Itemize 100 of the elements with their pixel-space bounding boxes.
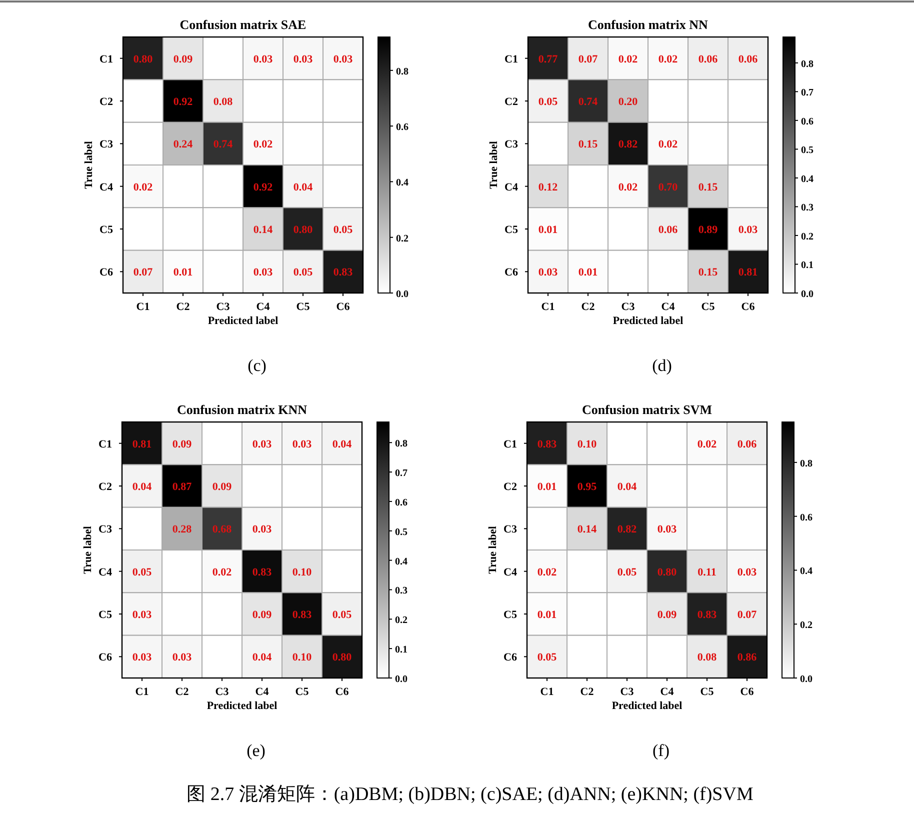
data-label: 0.05	[333, 224, 354, 236]
color-bar-label: 0.4	[801, 174, 814, 185]
data-label: 0.01	[578, 266, 598, 279]
data-label: 0.06	[737, 438, 758, 450]
data-label: 0.07	[133, 266, 154, 279]
data-label: 0.03	[132, 609, 152, 621]
color-bar-label: 0.6	[800, 512, 812, 524]
data-label: 0.92	[253, 181, 274, 194]
data-label: 0.10	[292, 566, 312, 578]
data-label: 0.80	[293, 224, 314, 236]
data-label: 0.70	[658, 181, 678, 194]
data-label: 0.09	[212, 481, 232, 493]
x-tick-label: C6	[741, 301, 756, 313]
data-label: 0.04	[293, 181, 314, 194]
data-label: 0.20	[618, 96, 638, 108]
x-axis-title: Predicted label	[208, 315, 278, 327]
y-tick-label: C6	[504, 652, 518, 664]
x-tick-label: C3	[620, 686, 634, 698]
data-label: 0.05	[538, 96, 558, 108]
x-axis-title: Predicted label	[206, 700, 278, 712]
data-label: 0.09	[252, 609, 272, 621]
data-label: 0.02	[212, 566, 232, 578]
y-tick-label: C2	[100, 96, 114, 108]
color-bar-label: 0.1	[801, 260, 814, 272]
data-label: 0.82	[617, 524, 638, 536]
data-label: 0.92	[173, 96, 194, 108]
x-tick-label: C5	[296, 301, 310, 313]
data-label: 0.05	[617, 566, 638, 578]
color-bar-label: 0.7	[395, 468, 408, 480]
data-label: 0.02	[658, 138, 678, 151]
data-label: 0.03	[657, 524, 678, 536]
data-label: 0.80	[332, 652, 352, 664]
text: (c)	[248, 356, 266, 375]
data-label: 0.87	[172, 481, 192, 493]
data-label: 0.03	[253, 53, 274, 66]
data-label: 0.02	[537, 566, 558, 578]
data-label: 0.74	[578, 96, 598, 108]
data-label: 0.14	[253, 224, 274, 236]
data-label: 0.12	[538, 181, 558, 194]
chart-title: Confusion matrix SVM	[582, 402, 712, 417]
data-label: 0.06	[658, 224, 678, 236]
y-tick-label: C6	[100, 266, 114, 279]
color-bar-label: 0.8	[395, 438, 408, 450]
data-label: 0.03	[538, 266, 558, 279]
data-label: 0.15	[578, 138, 598, 151]
y-tick-label: C5	[504, 609, 518, 621]
y-tick-label: C6	[98, 652, 112, 664]
data-label: 0.09	[173, 53, 194, 66]
data-label: 0.03	[738, 224, 758, 236]
color-bar-label: 0.0	[801, 289, 814, 300]
y-axis-title: True label	[83, 141, 95, 189]
y-tick-label: C2	[504, 96, 518, 108]
data-label: 0.03	[292, 438, 312, 450]
data-label: 0.06	[738, 53, 758, 66]
x-tick-label: C6	[336, 301, 350, 313]
data-label: 0.05	[132, 566, 152, 578]
data-label: 0.02	[618, 53, 638, 66]
data-label: 0.28	[172, 524, 192, 536]
data-label: 0.04	[332, 438, 352, 450]
x-tick-label: C2	[176, 301, 190, 313]
color-bar-label: 0.2	[396, 233, 408, 244]
color-bar-label: 0.2	[395, 615, 408, 626]
data-label: 0.83	[537, 438, 558, 450]
data-label: 0.04	[132, 481, 152, 493]
color-bar-label: 0.3	[801, 202, 814, 214]
x-tick-label: C1	[541, 301, 555, 313]
x-tick-label: C2	[581, 301, 596, 313]
color-bar-label: 0.6	[395, 497, 408, 508]
y-tick-label: C1	[100, 53, 113, 66]
data-label: 0.05	[293, 266, 314, 279]
data-label: 0.03	[172, 652, 192, 664]
data-label: 0.81	[132, 438, 152, 450]
y-tick-label: C1	[504, 438, 517, 450]
color-bar-label: 0.2	[801, 231, 814, 242]
data-label: 0.10	[577, 438, 598, 450]
data-label: 0.01	[538, 224, 558, 236]
y-tick-label: C4	[98, 566, 112, 578]
y-tick-label: C5	[504, 224, 518, 236]
x-tick-label: C4	[661, 301, 676, 313]
y-tick-label: C3	[98, 524, 112, 536]
data-label: 0.14	[577, 524, 598, 536]
y-tick-label: C4	[504, 181, 518, 194]
data-label: 0.80	[133, 53, 154, 66]
y-axis-title: True label	[488, 141, 500, 189]
x-tick-label: C1	[540, 686, 554, 698]
x-tick-label: C4	[256, 301, 270, 313]
data-label: 0.15	[698, 181, 718, 194]
y-axis-title: True label	[82, 526, 94, 574]
data-label: 0.24	[173, 138, 194, 151]
color-bar-label: 0.8	[800, 458, 812, 470]
color-bar-label: 0.0	[396, 289, 408, 300]
x-tick-label: C1	[136, 301, 150, 313]
data-label: 0.77	[538, 53, 558, 66]
data-label: 0.02	[658, 53, 678, 66]
y-tick-label: C3	[100, 138, 114, 151]
text: (d)	[652, 356, 672, 375]
caption: 图 2.7 混淆矩阵：(a)DBM; (b)DBN; (c)SAE; (d)ANN; (e)KNN; (f)SVM	[186, 784, 754, 805]
color-bar-label: 0.4	[800, 566, 812, 578]
data-label: 0.68	[212, 524, 232, 536]
x-tick-label: C5	[700, 686, 714, 698]
